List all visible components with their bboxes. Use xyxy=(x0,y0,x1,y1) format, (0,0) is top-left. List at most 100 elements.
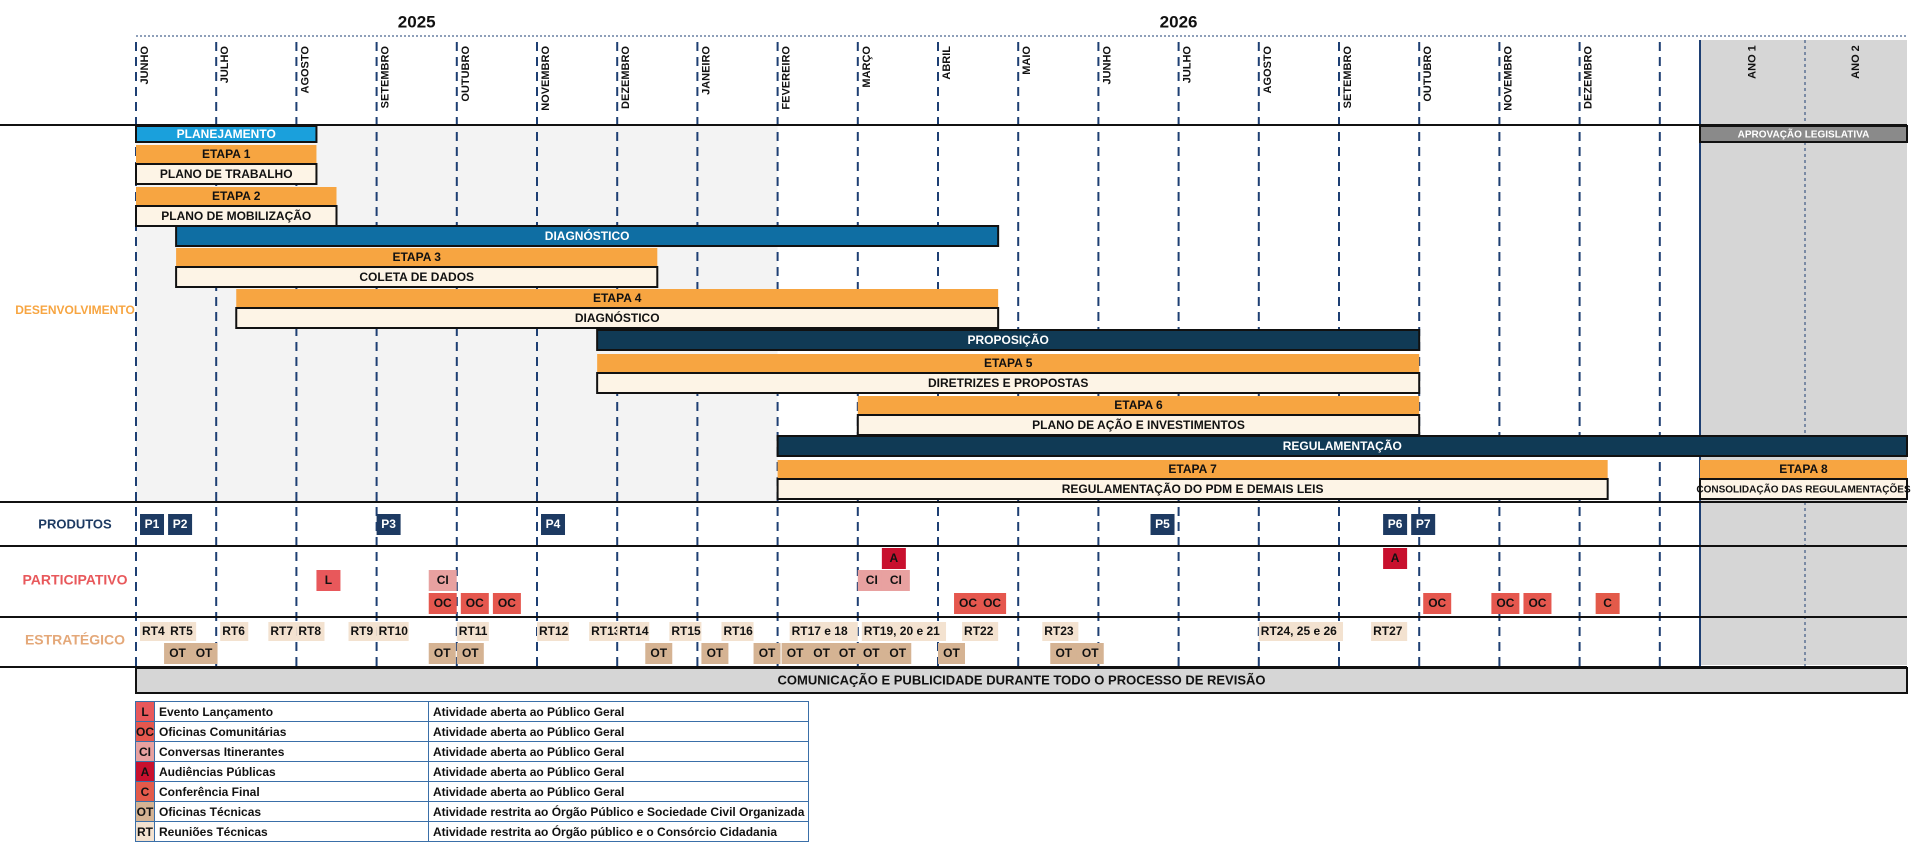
etapa-sub-bar xyxy=(1699,478,1908,500)
month-label: AGOSTO xyxy=(299,46,311,94)
legend-row: C Conferência Final Atividade aberta ao Pú… xyxy=(135,781,810,802)
ot-badge xyxy=(884,643,912,664)
participativo-label: OC xyxy=(959,596,977,610)
rt-badge xyxy=(617,622,650,641)
rt-label: RT11 xyxy=(459,624,488,638)
etapa-subtitle: PLANO DE MOBILIZAÇÃO xyxy=(161,208,311,223)
month-label: JULHO xyxy=(1182,46,1194,84)
phase-label: REGULAMENTAÇÃO xyxy=(1283,438,1402,453)
month-label: JUNHO xyxy=(139,46,151,85)
etapa-label: ETAPA 5 xyxy=(984,356,1033,370)
legend-row: OC Oficinas Comunitárias Atividade aberta … xyxy=(135,721,810,742)
etapa-subtitle: DIRETRIZES E PROPOSTAS xyxy=(928,376,1088,390)
participativo-label: OC xyxy=(1528,596,1546,610)
ot-label: OT xyxy=(1055,646,1072,660)
legend-description: Atividade aberta ao Público Geral xyxy=(427,781,810,802)
month-label: MARÇO xyxy=(861,46,873,88)
etapa-label: ETAPA 1 xyxy=(202,147,251,161)
ot-badge xyxy=(1050,643,1078,664)
legend-row: CI Conversas Itinerantes Atividade aberta … xyxy=(135,741,810,762)
month-label: AGOSTO xyxy=(1262,46,1274,94)
legend-row: RT Reuniões Técnicas Atividade restrita ao… xyxy=(135,821,810,842)
participativo-label: L xyxy=(325,573,332,587)
rt-label: RT27 xyxy=(1373,624,1403,638)
participativo-badge xyxy=(1523,593,1552,614)
post-column-bg xyxy=(1700,40,1907,665)
phase-bar xyxy=(135,125,318,143)
etapa-bar xyxy=(136,187,337,206)
participativo-label: C xyxy=(1603,596,1612,610)
ot-label: OT xyxy=(787,646,804,660)
rt-badge xyxy=(168,622,197,641)
month-label: OUTUBRO xyxy=(460,46,472,102)
row-label-produtos: PRODUTOS xyxy=(38,516,112,531)
etapa-bar xyxy=(777,460,1608,479)
month-label: SETEMBRO xyxy=(1342,46,1354,109)
ot-label: OT xyxy=(169,646,186,660)
ot-badge xyxy=(808,643,836,664)
produto-label: P3 xyxy=(381,517,396,531)
etapa-label: ETAPA 3 xyxy=(392,250,441,264)
etapa-subtitle: PLANO DE AÇÃO E INVESTIMENTOS xyxy=(1032,417,1245,432)
timeline-chart: 2025 2026 ANO 1 ANO 2 JUNHO JULHO AGOSTO SETEMB… xyxy=(0,12,1911,694)
participativo-badge xyxy=(460,593,489,614)
phase-bar xyxy=(596,329,1421,351)
year-label: 2025 xyxy=(398,12,436,31)
etapa-sub-bar xyxy=(235,307,1000,329)
etapa-sub-bar xyxy=(175,266,659,288)
rt-badge xyxy=(348,622,377,641)
ot-label: OT xyxy=(434,646,451,660)
etapa-subtitle: DIAGNÓSTICO xyxy=(575,310,660,325)
ot-badge xyxy=(428,643,456,664)
month-label: MAIO xyxy=(1021,46,1033,75)
legend-code: C xyxy=(135,781,155,802)
legend-name: Evento Lançamento xyxy=(154,701,429,722)
produto-badge xyxy=(1150,514,1175,535)
post-column-label: ANO 2 xyxy=(1850,45,1862,79)
rt-badge xyxy=(456,622,489,641)
ot-badge xyxy=(857,643,885,664)
participativo-badge xyxy=(1595,593,1620,614)
produto-badge xyxy=(168,514,193,535)
ot-label: OT xyxy=(1082,646,1099,660)
legend-code: RT xyxy=(135,821,155,842)
ot-badge xyxy=(456,643,484,664)
legend-table: L Evento Lançamento Atividade aberta ao Pú… xyxy=(135,701,810,842)
rt-badge xyxy=(140,622,169,641)
produto-label: P5 xyxy=(1155,517,1170,531)
month-label: JANEIRO xyxy=(700,46,712,95)
ot-label: OT xyxy=(196,646,213,660)
row-label-participativo: PARTICIPATIVO xyxy=(23,572,128,588)
ot-label: OT xyxy=(863,646,880,660)
ot-label: OT xyxy=(759,646,776,660)
participativo-badge xyxy=(492,593,521,614)
participativo-badge xyxy=(1423,593,1452,614)
etapa-label: ETAPA 4 xyxy=(593,291,642,305)
legend-code: OC xyxy=(135,721,155,742)
ot-label: OT xyxy=(707,646,724,660)
etapa-bar xyxy=(176,248,658,267)
rt-badge xyxy=(1042,622,1079,641)
produto-label: P2 xyxy=(173,517,188,531)
phase-label: DIAGNÓSTICO xyxy=(545,228,630,243)
participativo-label: OC xyxy=(983,596,1001,610)
participativo-badge xyxy=(954,593,983,614)
ot-label: OT xyxy=(889,646,906,660)
rt-badge xyxy=(220,622,249,641)
participativo-badge xyxy=(1383,548,1408,569)
legend-description: Atividade aberta ao Público Geral xyxy=(427,701,810,722)
rt-label: RT9 xyxy=(351,624,374,638)
ot-label: OT xyxy=(813,646,830,660)
rt-label: RT4 xyxy=(142,624,165,638)
month-label: JULHO xyxy=(219,46,231,84)
rt-label: RT6 xyxy=(222,624,245,638)
ot-badge xyxy=(1076,643,1104,664)
communication-bar xyxy=(135,667,1908,694)
rt-badge xyxy=(962,622,999,641)
rt-label: RT7 xyxy=(270,624,293,638)
month-label: ABRIL xyxy=(941,46,953,80)
legend-row: L Evento Lançamento Atividade aberta ao Pú… xyxy=(135,701,810,722)
rt-badge xyxy=(721,622,754,641)
produto-badge xyxy=(1383,514,1408,535)
produto-badge xyxy=(541,514,566,535)
